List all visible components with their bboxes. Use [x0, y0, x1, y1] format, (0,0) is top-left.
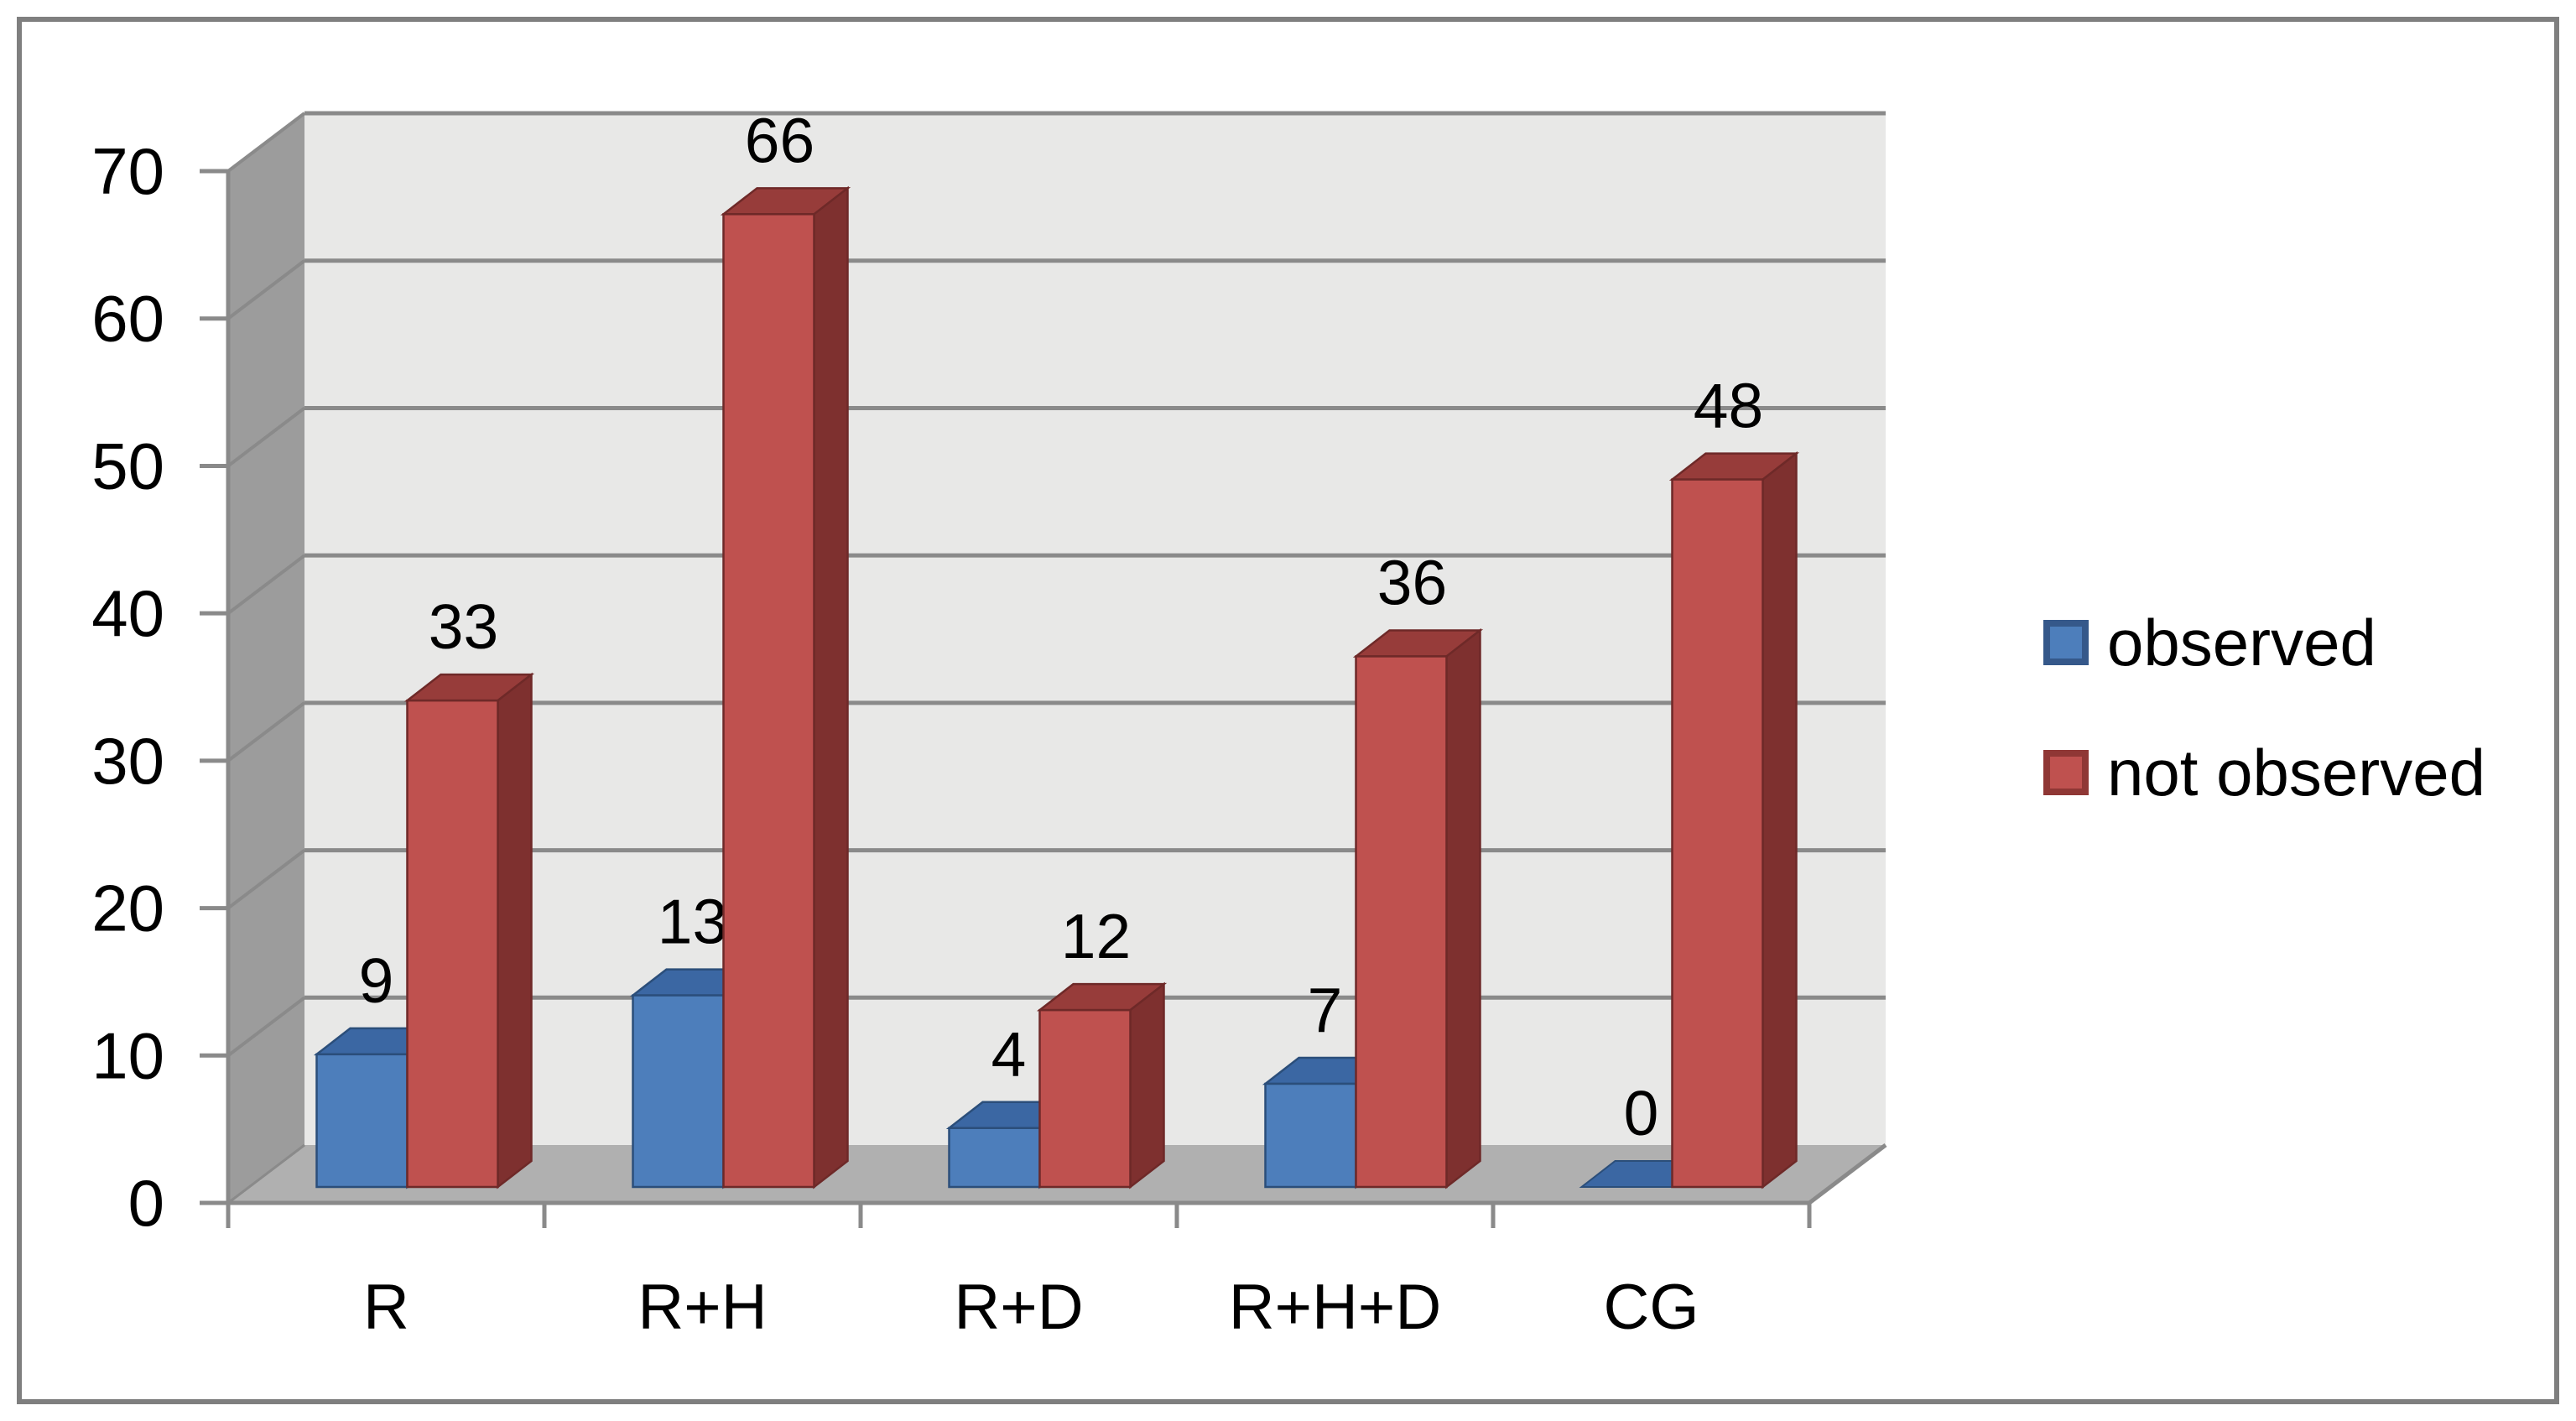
legend-swatch-observed	[2043, 620, 2089, 665]
bar-not-observed-R-front	[406, 699, 499, 1189]
bar-not-observed-R+H-front	[722, 213, 815, 1189]
bar-observed-R+H+D-front	[1264, 1082, 1357, 1189]
data-label-not-observed-R+D: 12	[1061, 901, 1131, 971]
legend-label-not-observed: not observed	[2107, 736, 2485, 809]
legend-item-not-observed: not observed	[2043, 739, 2485, 806]
bar-not-observed-R+H-side	[813, 185, 849, 1189]
x-category-label-R+H: R+H	[637, 1272, 767, 1343]
bar-not-observed-R+H+D-side	[1445, 627, 1481, 1189]
floor-left-edge	[227, 1143, 305, 1205]
gridline-wall-connector	[226, 259, 306, 320]
data-label-observed-R+H+D: 7	[1308, 975, 1343, 1045]
back-wall	[304, 113, 1886, 1145]
x-category-label-CG: CG	[1604, 1272, 1699, 1343]
bar-not-observed-R+H+D-front	[1355, 655, 1448, 1189]
data-label-observed-CG: 0	[1624, 1078, 1659, 1148]
legend-label-observed: observed	[2107, 606, 2376, 679]
gridline-wall-connector	[226, 996, 306, 1057]
x-category-label-R+H+D: R+H+D	[1229, 1272, 1441, 1343]
y-tick-label: 40	[91, 576, 164, 650]
gridline-wall-connector	[226, 112, 306, 173]
bar-not-observed-R+D-front	[1038, 1008, 1132, 1189]
x-category-label-R+D: R+D	[954, 1272, 1083, 1343]
legend-swatch-not-observed	[2043, 750, 2089, 795]
y-tick-label: 10	[91, 1018, 164, 1092]
data-label-not-observed-R+H: 66	[745, 105, 814, 175]
legend-item-observed: observed	[2043, 609, 2376, 676]
y-tick-label: 50	[91, 429, 164, 502]
gridline-wall-connector	[226, 701, 306, 763]
y-tick-label: 30	[91, 724, 164, 798]
gridline-wall-connector	[226, 554, 306, 615]
gridline-wall-connector	[226, 406, 306, 468]
x-category-label-R: R	[363, 1272, 409, 1343]
data-label-not-observed-R: 33	[429, 591, 498, 662]
bar-not-observed-R+D-side	[1129, 981, 1165, 1189]
y-tick-label: 20	[91, 872, 164, 945]
floor-right-edge	[1808, 1143, 1887, 1205]
data-label-observed-R: 9	[359, 945, 394, 1016]
data-label-observed-R+H: 13	[658, 887, 727, 957]
bar-observed-R-front	[315, 1053, 409, 1189]
y-tick-label: 70	[91, 134, 164, 208]
y-tick-label: 0	[128, 1166, 164, 1240]
y-tick-label: 60	[91, 282, 164, 356]
bar-observed-R+D-front	[948, 1127, 1041, 1189]
data-label-observed-R+D: 4	[991, 1019, 1027, 1090]
gridline-wall-connector	[226, 848, 306, 910]
side-wall	[228, 113, 304, 1203]
bar-not-observed-CG-side	[1762, 451, 1798, 1189]
bar-not-observed-CG-front	[1671, 478, 1764, 1189]
data-label-not-observed-CG: 48	[1694, 371, 1763, 441]
page-border	[17, 17, 2559, 1404]
bar-observed-R+H-front	[632, 994, 725, 1189]
bar-not-observed-R-side	[497, 672, 533, 1189]
data-label-not-observed-R+H+D: 36	[1377, 547, 1447, 617]
